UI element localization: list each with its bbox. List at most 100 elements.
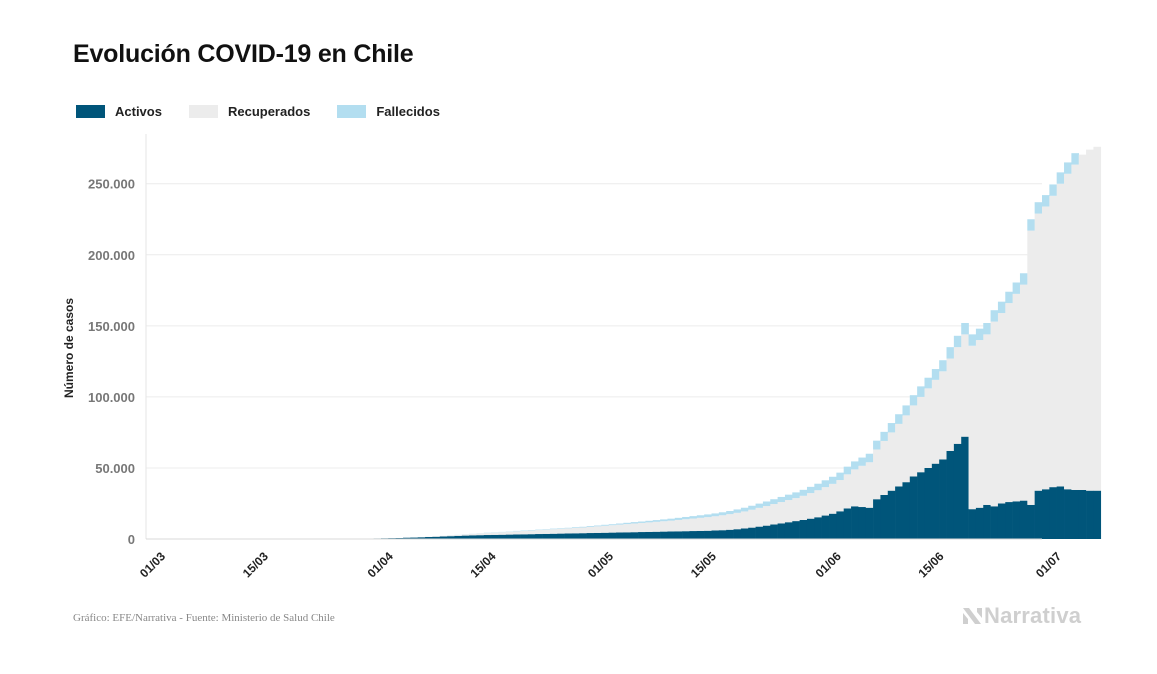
bar-segment-fallecidos <box>968 334 977 346</box>
bar-segment-fallecidos <box>571 527 580 528</box>
bar-segment-recuperados <box>571 527 580 534</box>
bar-segment-activos <box>417 537 426 539</box>
bar-segment-recuperados <box>549 529 558 534</box>
bar-segment-fallecidos <box>586 526 595 527</box>
bar-segment-recuperados <box>461 534 470 536</box>
x-tick-label: 01/03 <box>137 549 168 580</box>
bar-segment-recuperados <box>1056 183 1065 487</box>
y-tick-label: 50.000 <box>95 461 135 476</box>
bar-segment-activos <box>902 482 911 539</box>
bar-segment-recuperados <box>447 535 455 537</box>
bar-segment-recuperados <box>616 524 624 533</box>
bar-segment-fallecidos <box>711 513 720 517</box>
bar-segment-fallecidos <box>682 516 690 520</box>
bar-segment-activos <box>718 530 727 539</box>
legend-item-recuperados: Recuperados <box>188 104 310 119</box>
bar-segment-activos <box>696 530 705 539</box>
bar-segment-activos <box>983 504 991 539</box>
bar-segment-activos <box>505 534 514 539</box>
bar-segment-activos <box>527 534 536 539</box>
bar-segment-recuperados <box>975 340 984 508</box>
chart-title: Evolución COVID-19 en Chile <box>73 40 414 68</box>
bar-segment-recuperados <box>858 465 867 508</box>
bar-segment-fallecidos <box>777 496 786 503</box>
bar-segment-activos <box>843 508 852 539</box>
bar-segment-recuperados <box>586 526 595 534</box>
bar-segment-recuperados <box>704 517 712 531</box>
bar-segment-activos <box>961 436 969 539</box>
bar-segment-activos <box>608 532 617 539</box>
bar-segment-activos <box>1093 490 1102 539</box>
bar-segment-fallecidos <box>1005 291 1013 304</box>
bar-segment-activos <box>1078 489 1087 539</box>
bar-segment-fallecidos <box>887 423 896 433</box>
bar-segment-activos <box>880 494 889 539</box>
bar-segment-activos <box>1056 486 1065 539</box>
legend-swatch-activos <box>76 105 105 118</box>
bar-segment-recuperados <box>557 528 565 534</box>
bar-segment-activos <box>975 507 984 539</box>
bar-segment-activos <box>594 532 602 539</box>
bar-segment-activos <box>931 463 940 539</box>
bar-segment-activos <box>799 519 808 539</box>
bar-segment-recuperados <box>645 522 654 532</box>
bar-segment-fallecidos <box>608 524 617 526</box>
bar-segment-recuperados <box>579 527 587 534</box>
bar-segment-recuperados <box>674 519 683 532</box>
y-tick-label: 100.000 <box>88 390 135 405</box>
bar-segment-activos <box>1086 490 1094 539</box>
bar-segment-fallecidos <box>704 514 712 518</box>
bar-segment-activos <box>557 533 565 539</box>
bar-segment-fallecidos <box>660 519 668 522</box>
bar-segment-activos <box>711 530 720 539</box>
bar-segment-fallecidos <box>1034 202 1043 214</box>
bar-segment-recuperados <box>902 415 911 483</box>
bar-segment-fallecidos <box>748 505 756 510</box>
bar-segment-recuperados <box>520 530 529 535</box>
bar-segment-recuperados <box>491 532 499 535</box>
bar-segment-activos <box>873 499 881 539</box>
bar-segment-fallecidos <box>953 335 962 348</box>
bar-segment-activos <box>1027 504 1035 539</box>
bar-segment-recuperados <box>711 516 720 531</box>
bar-segment-fallecidos <box>1071 153 1080 165</box>
bar-segment-recuperados <box>806 493 815 519</box>
bar-segment-fallecidos <box>549 528 558 530</box>
y-axis-label: Número de casos <box>62 298 76 398</box>
bar-segment-fallecidos <box>579 526 587 528</box>
bar-segment-fallecidos <box>755 503 764 508</box>
bar-segment-fallecidos <box>873 440 881 450</box>
bar-segment-fallecidos <box>674 517 683 520</box>
bar-segment-activos <box>924 467 933 539</box>
bar-segment-activos <box>733 529 742 539</box>
bar-segment-fallecidos <box>917 386 925 397</box>
bar-segment-fallecidos <box>696 515 705 518</box>
bar-segment-recuperados <box>740 511 749 529</box>
bar-segment-fallecidos <box>880 431 889 441</box>
bar-segment-recuperados <box>454 535 463 536</box>
bar-segment-fallecidos <box>895 414 903 424</box>
bar-segment-fallecidos <box>806 486 815 494</box>
bar-segment-activos <box>1049 487 1057 539</box>
bar-segment-recuperados <box>652 521 661 532</box>
bar-segment-recuperados <box>887 432 896 491</box>
bar-segment-activos <box>777 523 786 539</box>
bar-segment-recuperados <box>997 313 1006 504</box>
bar-segment-recuperados <box>505 531 514 535</box>
bar-segment-recuperados <box>601 525 609 533</box>
bar-segment-recuperados <box>829 483 837 514</box>
bar-segment-recuperados <box>498 532 507 535</box>
bar-segment-recuperados <box>667 520 676 532</box>
bar-segment-activos <box>461 535 470 539</box>
bar-segment-fallecidos <box>726 511 734 515</box>
bars <box>366 146 1102 539</box>
bar-segment-activos <box>1019 500 1028 539</box>
bar-segment-activos <box>740 528 749 539</box>
bar-segment-recuperados <box>682 519 690 532</box>
bar-segment-activos <box>851 506 859 539</box>
bar-segment-recuperados <box>718 515 727 531</box>
bar-segment-recuperados <box>696 517 705 531</box>
legend-label-fallecidos: Fallecidos <box>376 104 440 119</box>
bar-segment-recuperados <box>792 498 800 522</box>
bar-segment-recuperados <box>814 490 822 518</box>
